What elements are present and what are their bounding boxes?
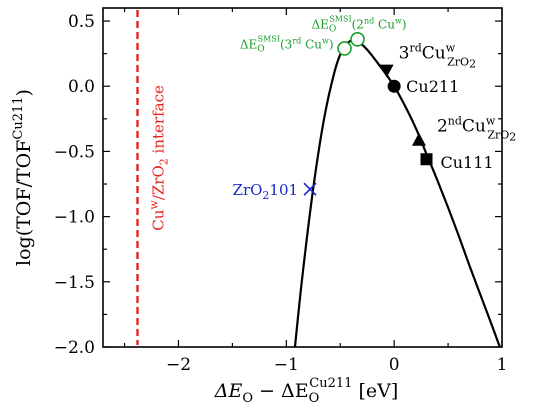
marker-cu111 (420, 153, 433, 166)
marker-zro2-101 (303, 182, 317, 196)
y-tick-label: −0.5 (54, 142, 95, 162)
marker-smsi-3rd-cuw (337, 41, 352, 56)
y-tick-label: 0.0 (68, 77, 95, 97)
y-tick-label: 0.5 (68, 12, 95, 32)
label-smsi-3rd: ΔEOSMSI(3rd Cuw) (240, 34, 334, 54)
marker-3rd-cuw-zro2 (379, 64, 394, 78)
label-cu211: Cu211 (406, 77, 459, 96)
label-2nd-cuw-zro2: 2ndCuw ZrO2 (437, 115, 516, 144)
marker-cu211 (387, 79, 401, 93)
marker-2nd-cuw-zro2 (411, 132, 426, 146)
label-smsi-2nd: ΔEOSMSI(2nd Cuw) (311, 14, 406, 34)
y-axis-title: log(TOF/TOFCu211) (11, 89, 35, 266)
x-tick-label: −1 (274, 355, 299, 375)
x-tick-label: −2 (166, 355, 191, 375)
label-3rd-cuw-zro2: 3rdCuw ZrO2 (399, 42, 476, 71)
axis-ticks: −2 −1 0 1 0.5 0.0 −0.5 −1.0 −1.5 −2.0 (54, 8, 508, 375)
plot-frame (102, 7, 503, 348)
x-tick-label: 1 (497, 355, 508, 375)
interface-label: Cuw/ZrO2 interface (148, 85, 171, 231)
x-tick-label: 0 (389, 355, 400, 375)
marker-smsi-2nd-cuw (350, 31, 365, 47)
label-zro2-101: ZrO2101 (233, 181, 299, 202)
y-tick-label: −2.0 (54, 338, 95, 358)
y-tick-label: −1.0 (54, 208, 95, 228)
y-tick-label: −1.5 (54, 273, 95, 293)
x-axis-title: ΔEO − ΔEOCu211 [eV] (214, 376, 399, 406)
label-cu111: Cu111 (441, 153, 494, 172)
